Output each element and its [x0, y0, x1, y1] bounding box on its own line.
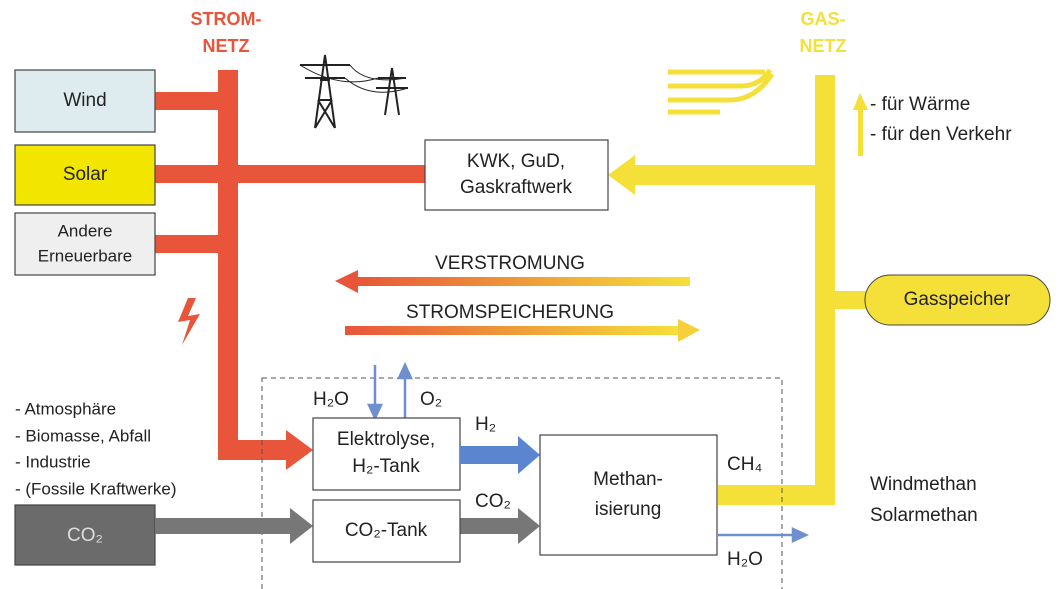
co2-source: - (Fossile Kraftwerke): [15, 479, 177, 498]
gas-use: - für Wärme: [870, 94, 970, 115]
grid-label: NETZ: [203, 36, 250, 56]
source-label: Andere: [58, 221, 113, 240]
h2-arrow: [460, 446, 520, 464]
co2-source: - Industrie: [15, 452, 91, 471]
chem-label: H₂O: [313, 389, 349, 410]
product-label: Solarmethan: [870, 505, 978, 526]
process-box: [540, 435, 717, 555]
lightning-icon: [178, 298, 200, 345]
chem-label: CH₄: [727, 454, 762, 475]
process-label: H₂-Tank: [352, 456, 420, 477]
co2-label: CO₂: [67, 525, 103, 546]
flow-arrow: [345, 326, 680, 335]
storage-label: Gasspeicher: [904, 289, 1011, 310]
flow-arrow: [355, 277, 690, 286]
gas-use: - für den Verkehr: [870, 124, 1012, 145]
source-label: Wind: [63, 90, 106, 111]
grid-label: GAS-: [801, 9, 846, 29]
pylon-icon: [300, 55, 408, 128]
source-label: Erneuerbare: [38, 246, 133, 265]
chem-label: H₂O: [727, 549, 763, 570]
flow-label: STROMSPEICHERUNG: [406, 302, 614, 323]
process-label: Elektrolyse,: [337, 429, 435, 450]
co2-source: - Atmosphäre: [15, 399, 116, 418]
chem-label: CO₂: [475, 491, 511, 512]
diagram: STROM- NETZ GAS- NETZ - für Wärme - für …: [0, 0, 1064, 589]
chem-label: O₂: [420, 389, 442, 410]
co2-source: - Biomasse, Abfall: [15, 426, 151, 445]
grid-label: NETZ: [800, 36, 847, 56]
flow-arrow: [335, 270, 358, 293]
process-label: Methan-: [593, 469, 663, 490]
product-label: Windmethan: [870, 474, 977, 495]
chem-label: H₂: [475, 414, 496, 435]
plant-label: Gaskraftwerk: [460, 177, 572, 198]
process-label: isierung: [595, 499, 662, 520]
source-label: Solar: [63, 164, 108, 185]
pipe-icon: [668, 70, 772, 112]
h2-arrow: [518, 436, 540, 474]
power-grid: [155, 70, 425, 470]
process-label: CO₂-Tank: [345, 520, 428, 541]
plant-label: KWK, GuD,: [467, 151, 565, 172]
grid-label: STROM-: [191, 9, 262, 29]
flow-arrow: [678, 319, 700, 342]
flow-label: VERSTROMUNG: [435, 253, 585, 274]
